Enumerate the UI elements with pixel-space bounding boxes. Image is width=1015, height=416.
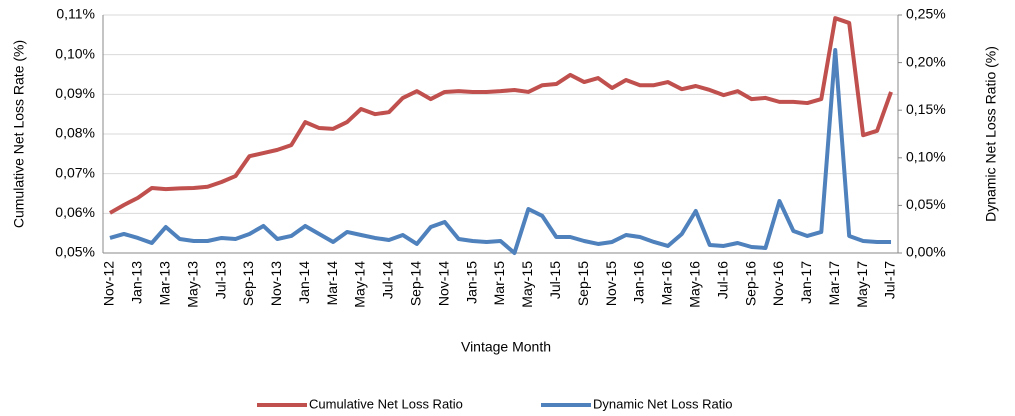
x-tick-label: Mar-14 [324,261,340,306]
x-tick-label: Nov-16 [770,261,786,306]
x-tick-label: Nov-15 [603,261,619,306]
y2-tick-label: 0,20% [906,53,946,69]
y-tick-label: 0,09% [55,85,95,101]
series-line [109,48,892,255]
y-tick-label: 0,07% [55,164,95,180]
x-tick-label: Sep-13 [240,261,256,306]
y2-tick-label: 0,00% [906,244,946,260]
x-tick-label: Nov-13 [268,261,284,306]
x-tick-label: Sep-16 [742,261,758,306]
x-tick-label: May-14 [352,261,368,308]
x-tick-label: Nov-12 [101,261,117,306]
x-tick-label: Jul-16 [714,261,730,299]
y2-axis-title: Dynamic Net Loss Ratio (%) [983,46,999,222]
x-tick-label: May-13 [184,261,200,308]
legend-label: Dynamic Net Loss Ratio [593,396,732,411]
y2-tick-label: 0,05% [906,196,946,212]
x-tick-label: May-15 [519,261,535,308]
y-tick-label: 0,11% [56,6,95,22]
y2-tick-label: 0,15% [906,101,946,117]
x-tick-label: Jan-13 [129,261,145,304]
x-axis-title: Vintage Month [461,339,551,355]
legend-label: Cumulative Net Loss Ratio [309,396,463,411]
x-tick-label: Sep-15 [575,261,591,306]
y2-tick-label: 0,10% [906,149,946,165]
x-tick-label: Jan-17 [798,261,814,304]
y-tick-label: 0,05% [55,244,95,260]
x-tick-label: Sep-14 [408,261,424,306]
series-line [108,16,893,215]
x-tick-label: May-17 [854,261,870,308]
x-tick-label: Jan-16 [631,261,647,304]
x-tick-label: Mar-13 [156,261,172,306]
y2-tick-label: 0,25% [906,6,946,22]
x-tick-label: Jan-15 [463,261,479,304]
x-tick-label: Jul-14 [380,261,396,299]
x-tick-label: Mar-17 [826,261,842,306]
x-tick-label: Jul-15 [547,261,563,299]
x-tick-label: Mar-15 [491,261,507,306]
x-tick-label: May-16 [686,261,702,308]
x-tick-label: Jan-14 [296,261,312,304]
y-tick-label: 0,08% [55,125,95,141]
x-tick-label: Nov-14 [435,261,451,306]
x-tick-label: Mar-16 [659,261,675,306]
x-tick-label: Jul-17 [882,261,898,299]
y-tick-label: 0,10% [55,45,95,61]
y-axis-title: Cumulative Net Loss Rate (%) [11,40,27,228]
y-tick-label: 0,06% [55,204,95,220]
x-tick-label: Jul-13 [212,261,228,299]
